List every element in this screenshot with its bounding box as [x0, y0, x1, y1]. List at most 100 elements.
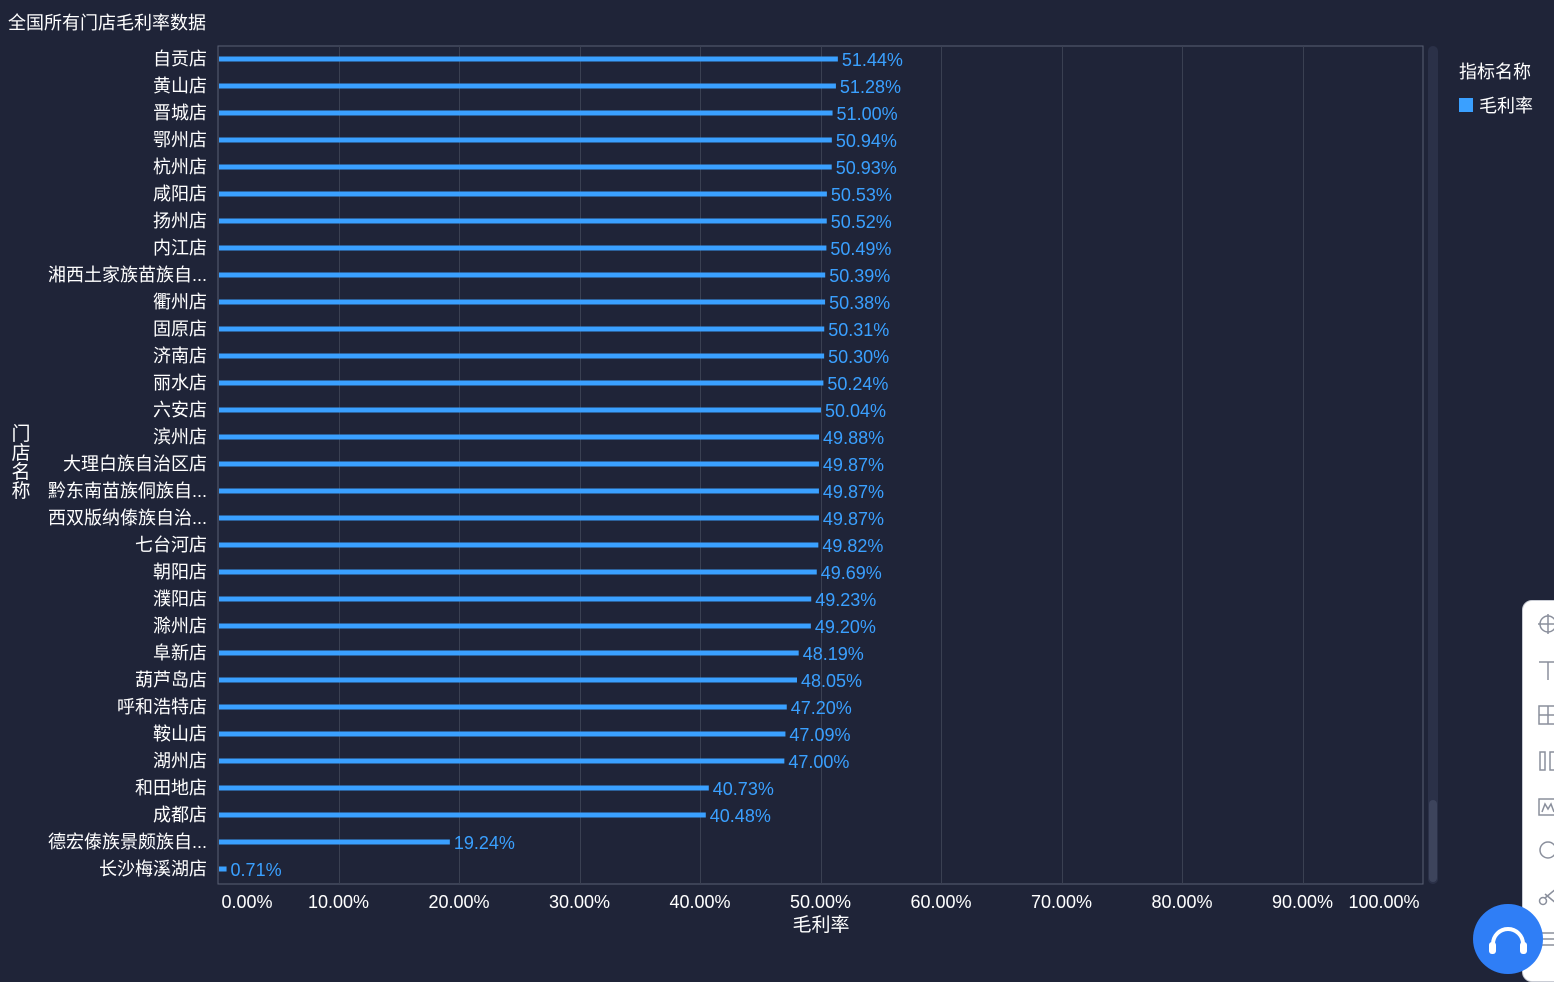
bar	[219, 488, 819, 494]
scissors-icon[interactable]	[1537, 885, 1554, 907]
legend-label: 毛利率	[1479, 96, 1533, 116]
x-tick-label: 100.00%	[1348, 892, 1419, 912]
data-label: 50.38%	[829, 293, 890, 313]
y-axis-label: 门店名称	[11, 423, 30, 502]
x-axis-label: 毛利率	[792, 914, 849, 936]
category-label: 丽水店	[153, 373, 207, 393]
category-label: 葫芦岛店	[135, 670, 207, 690]
x-tick-label: 20.00%	[428, 892, 489, 912]
bar	[219, 434, 820, 440]
data-label: 50.49%	[830, 239, 891, 259]
data-label: 49.88%	[823, 428, 884, 448]
headset-icon	[1489, 927, 1527, 954]
bar-chart: 0.00% 10.00% 20.00% 30.00% 40.00% 50.00% 60.00…	[11, 45, 1424, 936]
x-tick-label: 60.00%	[910, 892, 971, 912]
category-label: 固原店	[153, 319, 207, 339]
text-tool-icon[interactable]	[1537, 659, 1554, 681]
category-label: 自贡店	[153, 49, 207, 69]
bar	[219, 623, 811, 629]
plot-frame	[217, 45, 1424, 885]
category-label: 湘西土家族苗族自...	[48, 265, 207, 285]
bar	[219, 110, 833, 116]
x-tick-label: 40.00%	[669, 892, 730, 912]
data-label: 50.24%	[827, 374, 888, 394]
x-tick-label: 10.00%	[308, 892, 369, 912]
data-label: 49.87%	[823, 482, 884, 502]
chart-scrollbar-track[interactable]	[1428, 46, 1438, 884]
bar	[219, 353, 825, 359]
category-label: 朝阳店	[153, 562, 207, 582]
customer-service-button[interactable]	[1473, 904, 1543, 974]
data-label: 40.48%	[710, 806, 771, 826]
data-label: 49.82%	[822, 536, 883, 556]
category-label: 濮阳店	[153, 589, 207, 609]
x-tick-label: 0.00%	[221, 892, 272, 912]
bar	[219, 245, 827, 251]
bar	[219, 299, 826, 305]
bar	[219, 83, 836, 89]
category-label: 滁州店	[153, 616, 207, 636]
category-label: 内江店	[153, 238, 207, 258]
bar	[219, 758, 785, 764]
bar	[219, 812, 706, 818]
bar	[219, 407, 821, 413]
data-label: 50.30%	[828, 347, 889, 367]
data-label: 19.24%	[454, 833, 515, 853]
data-label: 47.20%	[791, 698, 852, 718]
category-label: 呼和浩特店	[117, 697, 207, 717]
legend-title: 指标名称	[1459, 62, 1531, 82]
bar	[219, 326, 825, 332]
category-label: 长沙梅溪湖店	[99, 859, 207, 879]
chart-scrollbar-thumb[interactable]	[1429, 800, 1437, 882]
data-label: 51.28%	[840, 77, 901, 97]
legend: 指标名称 毛利率	[1459, 58, 1533, 118]
category-label: 湖州店	[153, 751, 207, 771]
category-label: 黔东南苗族侗族自...	[48, 481, 207, 501]
page-title: 全国所有门店毛利率数据	[8, 13, 206, 33]
bar	[219, 191, 827, 197]
x-tick-label: 70.00%	[1031, 892, 1092, 912]
x-tick-label: 50.00%	[790, 892, 851, 912]
category-label: 大理白族自治区店	[63, 454, 207, 474]
bar	[219, 569, 817, 575]
bar	[219, 542, 819, 548]
circle-icon[interactable]	[1537, 839, 1554, 861]
category-label: 扬州店	[153, 211, 207, 231]
data-label: 47.09%	[789, 725, 850, 745]
bar	[219, 785, 709, 791]
bar	[219, 515, 819, 521]
image-icon[interactable]	[1537, 796, 1554, 818]
category-label: 衢州店	[153, 292, 207, 312]
x-tick-label: 80.00%	[1151, 892, 1212, 912]
category-label: 杭州店	[153, 157, 207, 177]
table-icon[interactable]	[1537, 704, 1554, 726]
bar	[219, 704, 787, 710]
data-label: 50.94%	[836, 131, 897, 151]
category-label: 滨州店	[153, 427, 207, 447]
bar	[219, 866, 227, 872]
category-label: 和田地店	[135, 778, 207, 798]
bar	[219, 137, 832, 143]
category-label: 七台河店	[135, 535, 207, 555]
legend-swatch	[1459, 98, 1473, 112]
data-label: 50.52%	[831, 212, 892, 232]
category-label: 鄂州店	[153, 130, 207, 150]
bar	[219, 650, 799, 656]
bar	[219, 164, 832, 170]
category-label: 德宏傣族景颇族自...	[48, 832, 207, 852]
bar	[219, 731, 786, 737]
data-label: 51.00%	[837, 104, 898, 124]
data-label: 49.20%	[815, 617, 876, 637]
category-label: 鞍山店	[153, 724, 207, 744]
category-label: 黄山店	[153, 76, 207, 96]
data-label: 48.19%	[803, 644, 864, 664]
data-label: 50.04%	[825, 401, 886, 421]
data-label: 51.44%	[842, 50, 903, 70]
category-label: 成都店	[153, 805, 207, 825]
data-label: 50.93%	[836, 158, 897, 178]
crosshair-icon[interactable]	[1537, 613, 1554, 635]
columns-icon[interactable]	[1537, 750, 1554, 772]
legend-item-gross-margin[interactable]: 毛利率	[1459, 92, 1533, 118]
category-label: 六安店	[153, 400, 207, 420]
data-label: 40.73%	[713, 779, 774, 799]
